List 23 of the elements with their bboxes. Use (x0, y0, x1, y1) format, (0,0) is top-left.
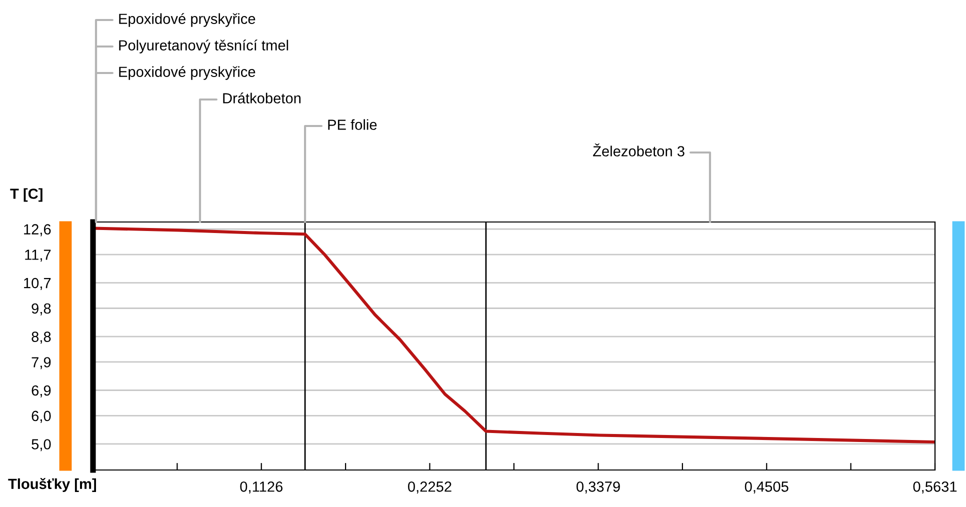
text: Drátkobeton (223, 92, 300, 104)
x-tick-label: 0,5631 (913, 481, 957, 494)
x-tick-label: 0,3379 (576, 481, 620, 494)
y-tick-label: 12,6 (24, 224, 51, 236)
text: Železobeton 3 (593, 144, 684, 156)
y-tick-label: 10,7 (24, 278, 51, 290)
annotation: PE folie (328, 119, 377, 130)
y-axis-title: T [C] (10, 188, 42, 202)
x-tick-label: 0,2252 (408, 481, 452, 494)
y-tick-label: 8,8 (32, 332, 51, 344)
y-tick-label: 11,7 (25, 250, 51, 262)
text: Polyuretanový těsnící tmel (119, 40, 288, 54)
line-series (93, 226, 935, 444)
text: Epoxidové pryskyřice (119, 13, 256, 27)
x-axis-title: Tloušťky [m] (8, 478, 96, 492)
y-tick-label: 6,0 (32, 410, 51, 423)
x-tick-label: 0,1126 (240, 481, 282, 494)
y-tick-label: 5,0 (32, 439, 51, 452)
y-tick-label: 7,9 (32, 357, 51, 370)
x-tick-label: 0,4505 (744, 481, 788, 494)
text: Epoxidové pryskyřice (119, 66, 256, 80)
y-tick-label: 6,9 (32, 385, 51, 398)
y-tick-label: 9,8 (32, 303, 51, 316)
